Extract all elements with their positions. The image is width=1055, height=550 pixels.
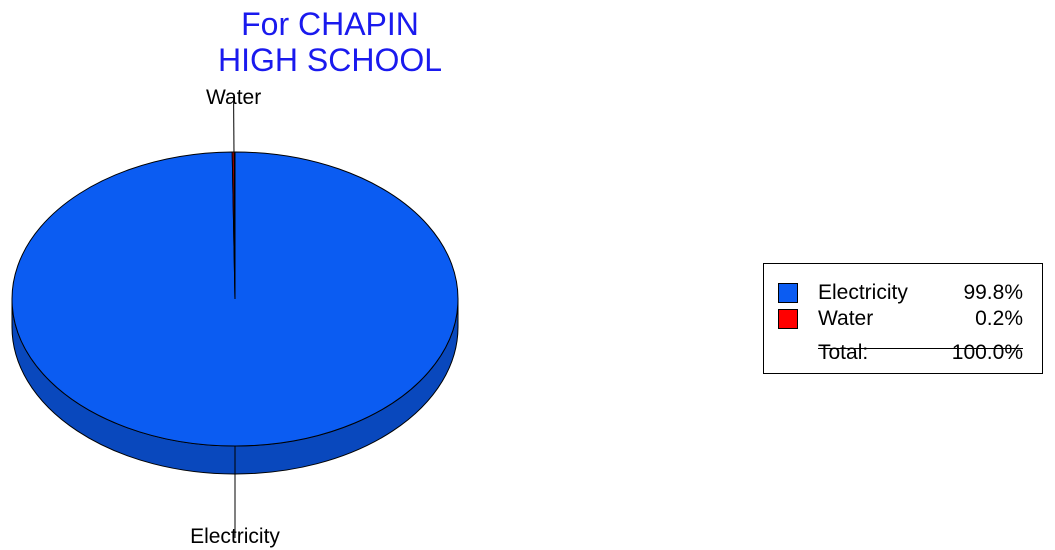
legend: Electricity 99.8% Water 0.2% Total: 100.… <box>763 263 1043 374</box>
legend-swatch-water <box>778 309 798 329</box>
legend-total-value: 100.0% <box>951 341 1023 364</box>
pie-labels: Water Electricity <box>190 86 280 548</box>
legend-value-electricity: 99.8% <box>963 281 1023 304</box>
legend-label-electricity: Electricity <box>818 281 908 304</box>
slice-label-water: Water <box>206 86 261 109</box>
leader-line-water <box>233 97 236 300</box>
chart-title-line-1: For CHAPIN <box>241 6 419 42</box>
legend-row-electricity: Electricity 99.8% <box>778 280 1023 305</box>
legend-label-water: Water <box>818 307 874 330</box>
legend-total-label: Total: <box>818 341 869 364</box>
legend-swatch-electricity <box>778 283 798 303</box>
slice-label-electricity: Electricity <box>190 525 280 548</box>
legend-row-total: Total: 100.0% <box>778 340 1023 365</box>
legend-value-water: 0.2% <box>975 307 1023 330</box>
chart-title-line-2: HIGH SCHOOL <box>217 42 443 78</box>
legend-total-rule <box>818 348 1023 349</box>
pie-body <box>11 151 459 475</box>
legend-row-water: Water 0.2% <box>778 306 1023 331</box>
chart-title: For CHAPIN HIGH SCHOOL <box>180 6 480 78</box>
